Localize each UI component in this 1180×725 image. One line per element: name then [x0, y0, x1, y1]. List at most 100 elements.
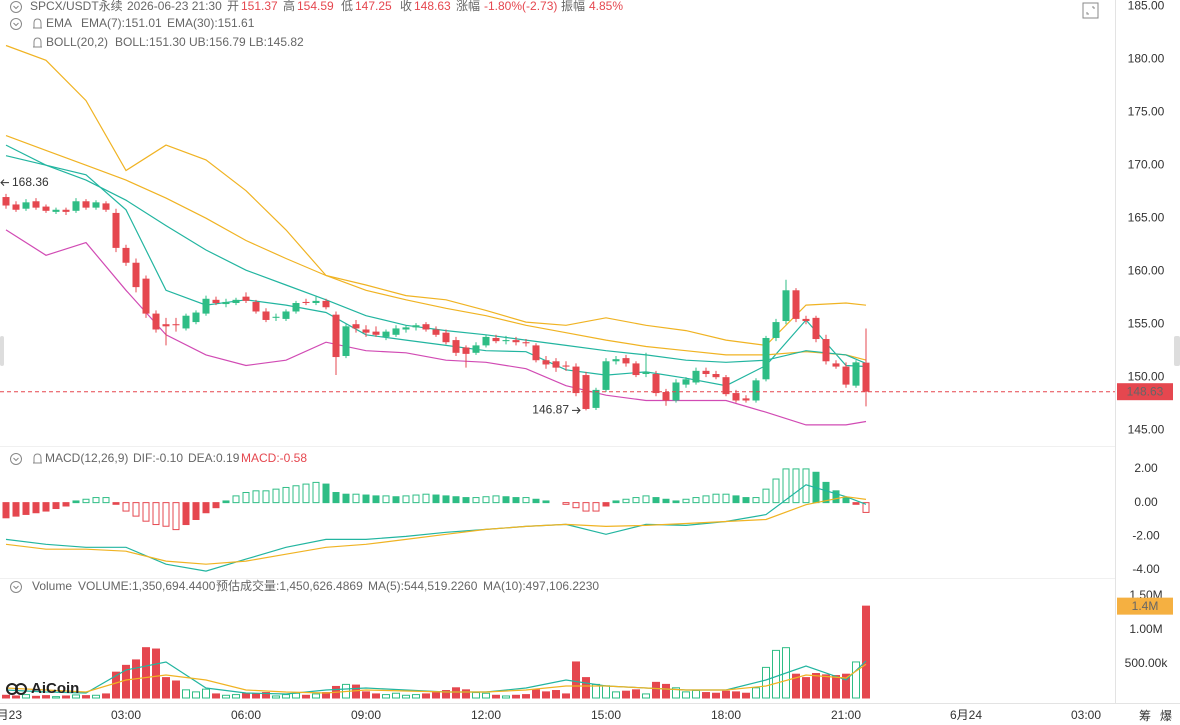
volume-bar: [82, 695, 90, 699]
macd-bar: [162, 502, 170, 527]
macd-bar: [592, 502, 600, 512]
volume-bar: [32, 695, 40, 699]
candle-body: [242, 296, 250, 301]
volume-bar: [242, 692, 250, 699]
alert-icon[interactable]: [33, 18, 42, 29]
volume-bar: [562, 693, 570, 699]
volume-bar: [442, 690, 450, 699]
volume-bar: [792, 673, 800, 699]
chips-button[interactable]: 筹: [1139, 709, 1151, 723]
volume-bar: [372, 693, 380, 699]
y-tick-label: 185.00: [1128, 0, 1165, 12]
volume-bar: [522, 694, 530, 699]
macd-bar: [512, 497, 520, 504]
macd-bar: [22, 502, 30, 515]
volume-bar: [92, 694, 100, 699]
volume-bar: [822, 674, 830, 699]
candle-body: [42, 206, 50, 211]
volume-bar: [452, 687, 460, 699]
macd-bar: [122, 502, 130, 512]
indicator-title: MACD(12,26,9): [45, 451, 128, 465]
fullscreen-icon[interactable]: [1082, 2, 1099, 19]
candle-body: [52, 209, 60, 212]
candle-body: [22, 202, 30, 209]
x-tick-label: 6月23: [0, 708, 22, 722]
change-value: -1.80%(-2.73): [484, 0, 557, 13]
legend-label: DEA:0.19: [188, 451, 240, 465]
collapse-icon[interactable]: [10, 1, 22, 13]
alert-icon[interactable]: [33, 453, 42, 464]
candle-body: [452, 340, 460, 353]
macd-bar: [742, 497, 750, 504]
x-tick-label: 06:00: [231, 708, 261, 722]
volume-bar: [152, 648, 160, 699]
candle-body: [2, 197, 10, 206]
candle-body: [682, 379, 690, 385]
macd-bar: [132, 502, 140, 517]
candle-body: [862, 362, 870, 392]
macd-bar: [732, 495, 740, 504]
high-label: 高: [283, 0, 295, 13]
candle-body: [222, 301, 230, 305]
macd-bar: [352, 493, 360, 504]
indicator-line: [5, 496, 867, 565]
candle-body: [652, 374, 660, 394]
open-value: 151.37: [241, 0, 278, 13]
collapse-icon[interactable]: [10, 581, 22, 593]
volume-bar: [482, 692, 490, 699]
volume-bar: [222, 694, 230, 699]
volume-bar: [702, 692, 710, 699]
alert-icon[interactable]: [33, 37, 42, 48]
candle-body: [412, 325, 420, 328]
candle-body: [352, 324, 360, 329]
candle-body: [662, 392, 670, 401]
candle-body: [482, 336, 490, 346]
candle-body: [792, 290, 800, 319]
legend-label: MA(10):497,106.2230: [483, 579, 599, 593]
scroll-handle[interactable]: [1174, 336, 1180, 366]
macd-bar: [402, 495, 410, 504]
macd-bar: [582, 502, 590, 512]
candle-body: [642, 371, 650, 375]
collapse-icon[interactable]: [10, 18, 22, 30]
macd-bar: [282, 486, 290, 504]
volume-bar: [212, 693, 220, 699]
low-label: 低: [341, 0, 353, 13]
volume-bar: [832, 675, 840, 699]
volume-bar: [182, 689, 190, 699]
volume-bar: [512, 694, 520, 699]
indicator-line: [5, 663, 867, 694]
legend-label: 预估成交量:1,450,626.4869: [216, 578, 363, 593]
candle-body: [192, 312, 200, 323]
macd-bar: [42, 502, 50, 512]
candle-body: [612, 359, 620, 362]
volume-bar: [682, 691, 690, 699]
candle-body: [632, 363, 640, 376]
liquidation-button[interactable]: 爆: [1160, 709, 1172, 723]
collapse-icon[interactable]: [10, 453, 22, 465]
legend-label: UB:156.79: [189, 35, 246, 49]
candle-body: [292, 303, 300, 312]
low-value: 147.25: [355, 0, 392, 13]
macd-bar: [172, 502, 180, 531]
x-tick-label: 09:00: [351, 708, 381, 722]
macd-bar: [542, 500, 550, 504]
volume-bar: [292, 692, 300, 699]
macd-bar: [152, 502, 160, 526]
volume-bar: [192, 691, 200, 699]
volume-bar: [432, 692, 440, 699]
volume-bar: [732, 691, 740, 699]
macd-bar: [462, 497, 470, 504]
y-tick-label: 145.00: [1128, 422, 1165, 436]
scroll-handle[interactable]: [0, 336, 4, 366]
candle-body: [582, 375, 590, 409]
volume-bar: [712, 692, 720, 699]
annotation-arrow: [0, 179, 9, 186]
macd-bar: [632, 497, 640, 504]
symbol: SPCX/USDT永续: [30, 0, 123, 13]
volume-tag: [1117, 597, 1173, 615]
volume-bar: [252, 693, 260, 699]
volume-bar: [352, 684, 360, 699]
candle-body: [442, 332, 450, 343]
